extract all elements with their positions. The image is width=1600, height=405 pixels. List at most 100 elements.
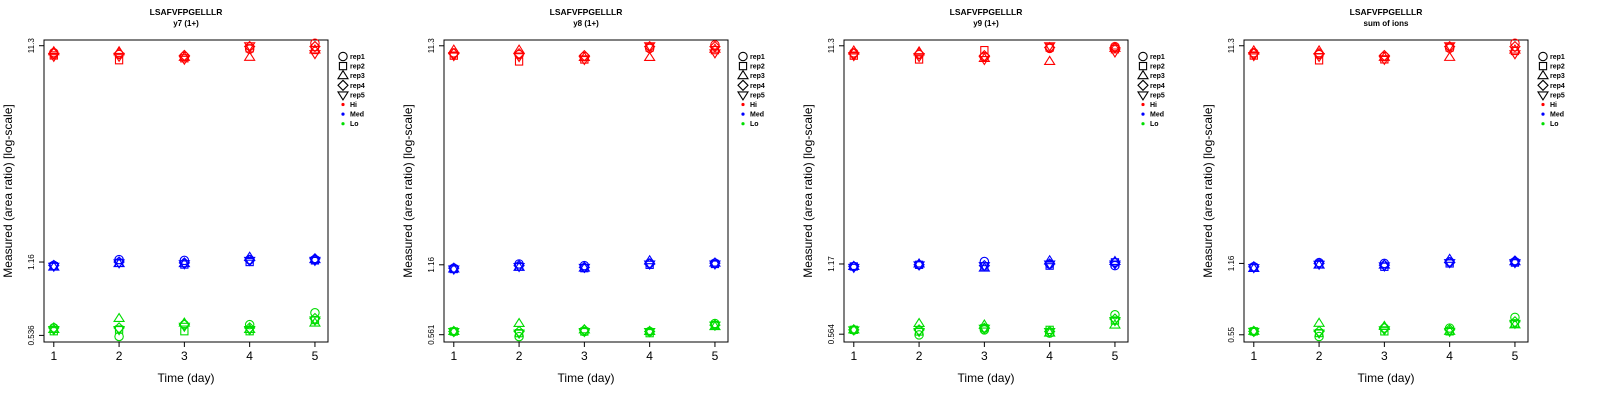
- data-point-lo-rep3: [113, 312, 126, 323]
- legend-symbol-med: [741, 112, 745, 116]
- data-point-hi-rep4: [178, 49, 191, 62]
- data-point-hi-rep4: [1109, 41, 1121, 54]
- legend-label-rep4: rep4: [1150, 83, 1165, 90]
- plot-frame: [1243, 39, 1529, 343]
- data-point-lo-rep5: [308, 316, 321, 327]
- data-point-hi-rep5: [643, 42, 656, 52]
- data-point-hi-rep5: [308, 50, 321, 60]
- legend-symbol-rep4: [1537, 79, 1549, 92]
- legend-symbol-rep4: [337, 79, 349, 92]
- data-point-lo-rep5: [913, 328, 926, 338]
- data-point-med-rep3: [1443, 253, 1456, 263]
- data-point-hi-rep5: [1108, 48, 1121, 58]
- legend-label-rep2: rep2: [1150, 64, 1165, 71]
- data-point-hi-rep4: [848, 47, 860, 60]
- y-tick-label: 0.536: [27, 325, 36, 346]
- y-tick-label: 1.16: [27, 254, 36, 270]
- legend-symbol-lo: [1541, 122, 1545, 126]
- legend-symbol-rep3: [737, 69, 749, 80]
- data-point-hi-rep5: [1313, 52, 1326, 63]
- legend-label-lo: Lo: [1150, 121, 1159, 128]
- data-point-med-rep5: [1313, 260, 1326, 271]
- data-point-med-rep3: [578, 262, 591, 272]
- y-tick-label: 0.55: [1227, 326, 1236, 342]
- x-tick-label: 4: [646, 349, 653, 363]
- chart-title: LSAFVFPGELLLR: [150, 7, 223, 17]
- data-point-med-rep5: [243, 256, 256, 267]
- data-point-med-rep5: [1247, 264, 1260, 274]
- data-point-lo-rep5: [47, 326, 60, 336]
- data-point-hi-rep2: [914, 55, 924, 64]
- data-point-med-rep5: [513, 262, 526, 273]
- legend-symbol-hi: [1541, 102, 1545, 107]
- y-tick-label: 0.564: [827, 324, 836, 345]
- data-point-lo-rep5: [578, 328, 591, 338]
- legend-label-rep5: rep5: [1550, 92, 1565, 99]
- chart-panel: LSAFVFPGELLLR y7 (1+) 1 2 3 4 5 0.536 1.16 11.3 Ti…: [1, 7, 365, 385]
- data-point-hi-rep4: [978, 49, 991, 62]
- data-point-lo-rep3: [513, 317, 526, 328]
- data-point-hi-rep5: [513, 53, 526, 63]
- data-point-lo-rep3: [1247, 325, 1260, 335]
- data-point-lo-rep5: [847, 326, 860, 336]
- data-point-lo-rep5: [1108, 317, 1121, 327]
- legend-symbol-rep2: [738, 61, 748, 71]
- legend-symbol-lo: [1141, 122, 1145, 126]
- y-tick-label: 0.561: [427, 324, 436, 345]
- data-point-lo-rep5: [113, 326, 126, 336]
- data-point-hi-rep5: [913, 53, 926, 63]
- data-point-lo-rep3: [1313, 317, 1326, 327]
- chart-subtitle: y8 (1+): [573, 19, 599, 28]
- data-point-hi-rep4: [513, 47, 525, 60]
- legend-label-rep4: rep4: [350, 83, 365, 90]
- data-point-lo-rep5: [513, 329, 526, 340]
- data-point-hi-rep5: [708, 49, 721, 59]
- legend-symbol-rep1: [738, 51, 748, 62]
- plot-frame: [843, 39, 1129, 343]
- legend-label-hi: Hi: [750, 102, 757, 109]
- legend-symbol-rep5: [1137, 91, 1149, 101]
- legend-symbol-rep3: [337, 69, 349, 80]
- legend-symbol-rep5: [737, 91, 749, 101]
- y-axis-label: Measured (area ratio) [log-scale]: [801, 104, 815, 277]
- data-point-med-rep5: [1043, 260, 1056, 271]
- legend-label-rep2: rep2: [1550, 64, 1565, 71]
- y-tick-label: 11.3: [27, 38, 36, 54]
- x-tick-label: 4: [1446, 349, 1453, 363]
- y-tick-label: 11.3: [827, 38, 836, 54]
- data-point-hi-rep2: [1314, 56, 1324, 65]
- data-point-hi-rep4: [1509, 40, 1521, 53]
- data-point-med-rep3: [243, 251, 256, 261]
- x-tick-label: 5: [1112, 349, 1119, 363]
- data-point-hi-rep5: [978, 55, 991, 66]
- data-point-hi-rep2: [114, 56, 124, 65]
- data-point-hi-rep5: [1247, 52, 1260, 62]
- data-point-lo-rep1: [1314, 331, 1324, 342]
- chart-subtitle: y9 (1+): [973, 19, 999, 28]
- data-point-hi-rep5: [178, 55, 191, 66]
- data-point-hi-rep4: [48, 47, 60, 60]
- x-tick-label: 1: [50, 349, 57, 363]
- legend-label-hi: Hi: [1550, 102, 1557, 109]
- legend-label-rep1: rep1: [1150, 54, 1165, 61]
- legend-label-rep4: rep4: [1550, 83, 1565, 90]
- legend-symbol-rep3: [1137, 69, 1149, 80]
- data-point-med-rep3: [447, 263, 460, 273]
- data-point-med-rep1: [979, 256, 990, 267]
- data-point-hi-rep3: [243, 51, 256, 61]
- data-point-hi-rep4: [113, 47, 125, 60]
- data-point-lo-rep5: [178, 322, 191, 333]
- legend-symbol-rep2: [338, 61, 348, 71]
- y-tick-label: 11.3: [427, 38, 436, 54]
- data-point-med-rep5: [847, 263, 860, 274]
- legend-label-lo: Lo: [350, 121, 359, 128]
- data-point-med-rep5: [1508, 259, 1521, 269]
- data-point-hi-rep4: [1378, 49, 1391, 62]
- x-tick-label: 4: [1046, 349, 1053, 363]
- legend-label-med: Med: [1150, 112, 1164, 119]
- data-point-hi-rep5: [847, 52, 860, 62]
- x-tick-label: 3: [581, 349, 588, 363]
- data-point-hi-rep3: [1108, 42, 1121, 52]
